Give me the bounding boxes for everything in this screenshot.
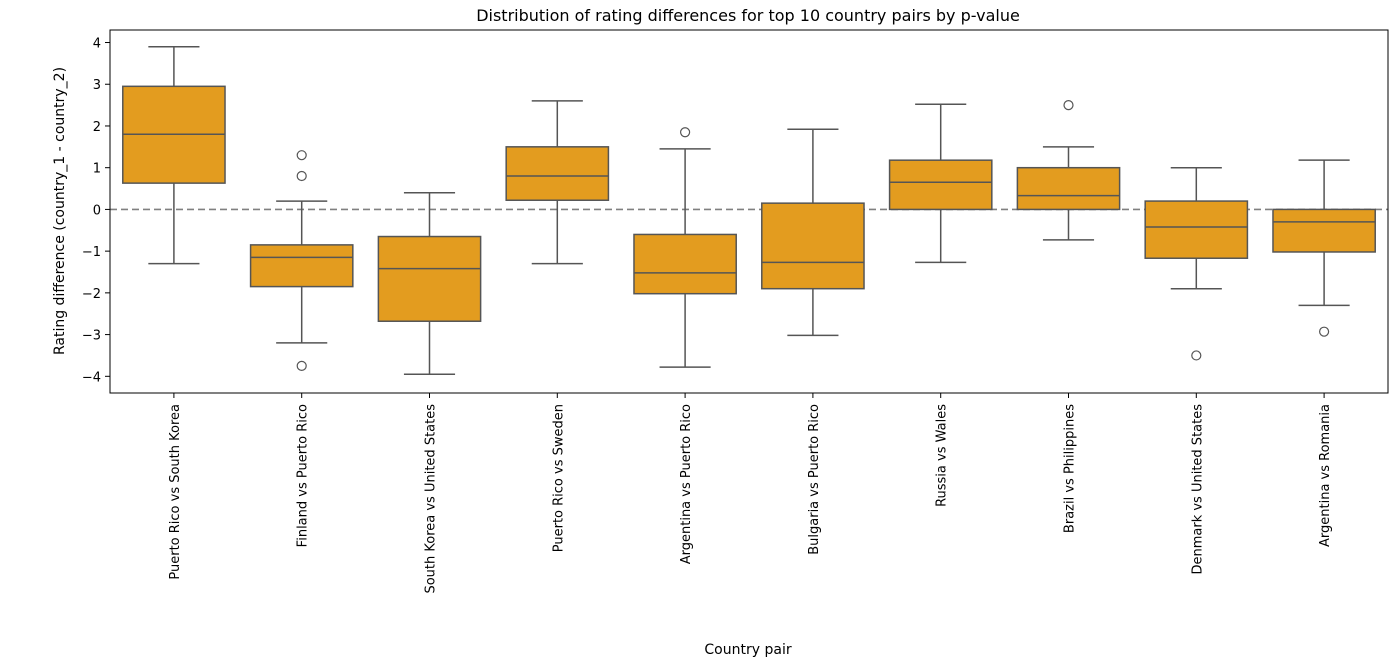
x-tick-label: Denmark vs United States — [1190, 404, 1205, 575]
outlier-point — [1318, 326, 1330, 337]
x-tick-label: Russia vs Wales — [935, 404, 950, 507]
x-tick-label: Argentina vs Puerto Rico — [679, 404, 694, 564]
y-tick-label: 1 — [93, 162, 101, 177]
y-axis-label: Rating difference (country_1 - country_2… — [52, 67, 68, 355]
y-tick-label: 2 — [93, 120, 101, 135]
box-iqr — [761, 202, 865, 290]
x-tick-label: Puerto Rico vs South Korea — [168, 404, 183, 580]
plot-area: Puerto Rico vs South Korea Finland vs Pue… — [82, 29, 1389, 594]
outlier-point — [1191, 350, 1202, 361]
outlier-point — [1063, 100, 1074, 111]
box-iqr — [377, 235, 482, 322]
y-tick-label: −1 — [82, 245, 101, 260]
box-iqr — [505, 146, 610, 201]
box-iqr — [633, 233, 737, 295]
outlier-point — [296, 170, 307, 182]
chart-title: Distribution of rating differences for t… — [476, 6, 1020, 25]
plot-frame — [109, 29, 1389, 394]
y-tick-label: 4 — [93, 37, 101, 52]
outlier-point — [296, 360, 307, 371]
y-tick-label: −3 — [82, 329, 101, 344]
y-tick-label: −4 — [82, 370, 101, 385]
x-tick-label: South Korea vs United States — [424, 404, 439, 594]
x-tick-label: Puerto Rico vs Sweden — [551, 404, 566, 552]
box-iqr — [888, 159, 993, 211]
y-tick-label: −2 — [82, 287, 101, 302]
box-iqr — [249, 244, 354, 288]
x-tick-label: Bulgaria vs Puerto Rico — [807, 404, 822, 555]
outlier-point — [296, 150, 307, 161]
x-tick-label: Finland vs Puerto Rico — [296, 404, 311, 547]
y-tick-label: 0 — [93, 203, 101, 218]
x-tick-label: Argentina vs Romania — [1318, 404, 1333, 547]
x-tick-label: Brazil vs Philippines — [1063, 404, 1078, 533]
box-iqr — [1144, 200, 1249, 259]
y-tick-label: 3 — [93, 78, 101, 93]
outlier-point — [679, 127, 691, 138]
box-iqr — [1272, 208, 1376, 253]
x-axis-label: Country pair — [704, 642, 791, 658]
box-iqr — [1016, 166, 1121, 211]
